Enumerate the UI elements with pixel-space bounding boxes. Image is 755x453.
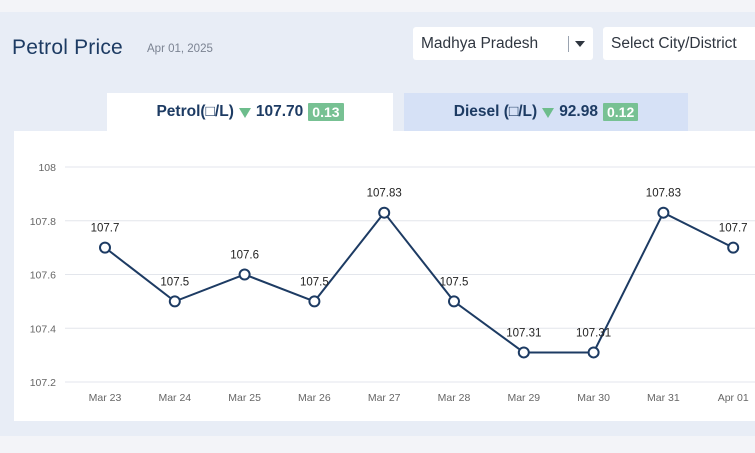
y-tick-label: 107.2 xyxy=(30,377,56,389)
tab-petrol-change-badge: 0.13 xyxy=(308,103,344,121)
data-labels: 107.7 107.5 107.6 107.5 107.83 107.5 107.31 107… xyxy=(91,188,748,340)
state-select[interactable]: Madhya Pradesh xyxy=(413,27,593,60)
grid-lines xyxy=(65,166,755,383)
data-point[interactable] xyxy=(448,295,460,308)
data-point[interactable] xyxy=(587,346,600,359)
data-label: 107.5 xyxy=(160,276,189,288)
y-axis-ticks: 107.2 107.4 107.6 107.8 108 xyxy=(30,162,56,389)
city-select[interactable]: Select City/District xyxy=(603,27,755,60)
data-label: 107.7 xyxy=(719,223,748,235)
x-tick-label: Mar 31 xyxy=(647,392,680,404)
tab-diesel-change-badge: 0.12 xyxy=(602,103,639,121)
data-label: 107.83 xyxy=(367,188,402,200)
y-tick-label: 107.8 xyxy=(30,216,56,228)
price-date: Apr 01, 2025 xyxy=(147,43,213,55)
x-tick-label: Mar 23 xyxy=(89,392,122,404)
data-point[interactable] xyxy=(378,206,391,219)
x-tick-label: Mar 27 xyxy=(368,392,401,404)
x-axis-ticks: Mar 23 Mar 24 Mar 25 Mar 26 Mar 27 Mar 28 Mar … xyxy=(89,392,749,404)
chevron-down-icon[interactable] xyxy=(575,41,585,47)
tab-petrol-label: Petrol(□/L) xyxy=(156,103,234,120)
tab-diesel-label: Diesel (□/L) xyxy=(453,103,538,120)
tab-petrol-price: 107.70 xyxy=(255,103,304,120)
page-title: Petrol Price xyxy=(12,36,123,59)
state-select-value: Madhya Pradesh xyxy=(421,35,539,52)
data-point[interactable] xyxy=(238,268,251,281)
data-point[interactable] xyxy=(308,295,321,308)
x-tick-label: Apr 01 xyxy=(718,392,749,404)
data-point[interactable] xyxy=(99,241,111,254)
x-tick-label: Mar 26 xyxy=(298,392,331,404)
data-label: 107.7 xyxy=(91,223,120,235)
y-tick-label: 108 xyxy=(38,162,56,174)
data-label: 107.5 xyxy=(440,276,469,288)
x-tick-label: Mar 30 xyxy=(577,392,610,404)
data-label: 107.31 xyxy=(576,327,611,339)
y-tick-label: 107.6 xyxy=(30,270,56,282)
series-line xyxy=(104,211,734,354)
city-select-placeholder: Select City/District xyxy=(611,35,737,52)
x-tick-label: Mar 29 xyxy=(507,392,540,404)
y-tick-label: 107.4 xyxy=(30,323,56,335)
price-change-triangle-icon xyxy=(238,108,251,118)
data-label: 107.6 xyxy=(230,250,259,262)
data-point[interactable] xyxy=(517,346,530,359)
tab-petrol[interactable]: Petrol(□/L) 107.70 0.13 xyxy=(107,93,393,131)
data-point[interactable] xyxy=(168,295,181,308)
tab-diesel[interactable]: Diesel (□/L) 92.98 0.12 xyxy=(404,93,688,131)
data-points xyxy=(99,206,740,359)
data-label: 107.31 xyxy=(506,327,541,339)
x-tick-label: Mar 24 xyxy=(158,392,191,404)
x-tick-label: Mar 28 xyxy=(438,392,471,404)
data-label: 107.83 xyxy=(646,188,681,200)
data-label: 107.5 xyxy=(300,276,329,288)
tab-diesel-price: 92.98 xyxy=(559,103,598,120)
data-point[interactable] xyxy=(657,206,670,219)
data-point[interactable] xyxy=(727,241,740,254)
x-tick-label: Mar 25 xyxy=(228,392,261,404)
price-change-triangle-icon xyxy=(542,108,555,118)
select-divider xyxy=(568,36,569,52)
